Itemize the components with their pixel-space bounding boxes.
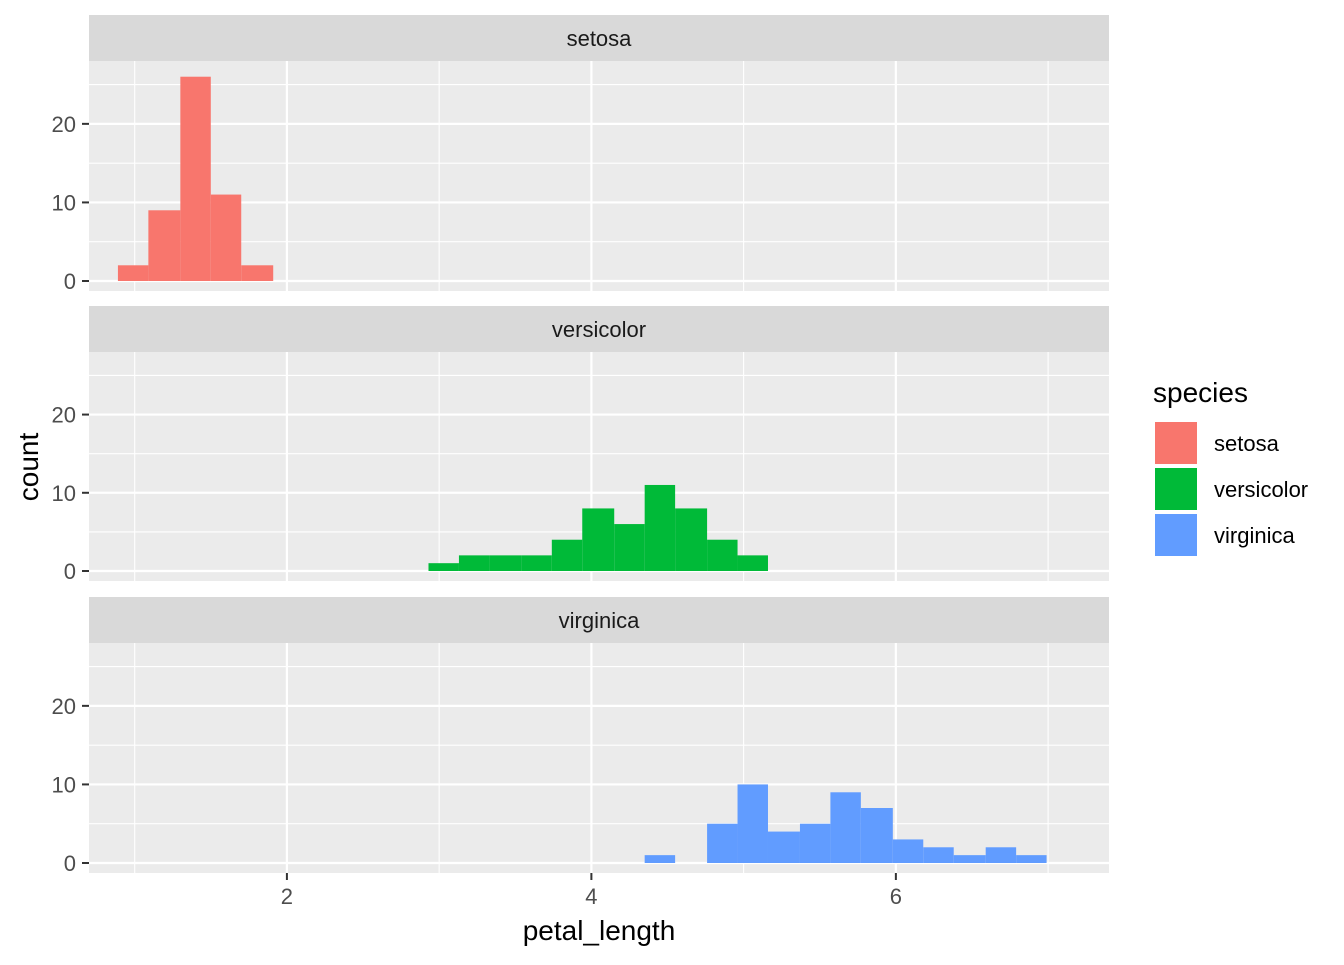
histogram-bar (860, 808, 893, 863)
y-tick-label: 20 (52, 112, 76, 137)
facet-panels: setosa 0 10 20 versicolor 0 10 20 virginica 0 10 20 (52, 15, 1109, 876)
facet-strip-label: setosa (567, 26, 633, 51)
histogram-bar (707, 823, 738, 863)
histogram-bar (644, 484, 676, 571)
histogram-bar (799, 823, 831, 863)
histogram-bar (985, 847, 1017, 863)
y-tick-label: 20 (52, 403, 76, 428)
y-axis-title: count (13, 433, 44, 502)
y-tick-label: 0 (64, 269, 76, 294)
facet-strip (89, 306, 1109, 352)
facet-strip (89, 597, 1109, 643)
y-tick-label: 10 (52, 772, 76, 797)
x-tick-label: 6 (890, 884, 902, 909)
facet-virginica: virginica 0 10 20 (52, 597, 1109, 876)
histogram-bar (614, 524, 645, 571)
histogram-bar (148, 210, 181, 281)
facet-setosa: setosa 0 10 20 (52, 15, 1109, 294)
legend-label: virginica (1214, 523, 1295, 548)
x-axis-title: petal_length (523, 915, 676, 946)
y-tick-label: 20 (52, 694, 76, 719)
legend-key-setosa (1155, 422, 1197, 464)
legend-key-versicolor (1155, 468, 1197, 510)
histogram-bar (644, 855, 676, 863)
histogram-bar (210, 194, 242, 281)
histogram-bar (830, 792, 861, 863)
facet-strip-label: virginica (559, 608, 640, 633)
y-tick-label: 10 (52, 190, 76, 215)
histogram-bar (117, 265, 149, 281)
facet-versicolor: versicolor 0 10 20 (52, 306, 1109, 584)
facet-strip (89, 15, 1109, 61)
histogram-bar (241, 265, 274, 281)
histogram-bar (737, 555, 768, 571)
histogram-bar (551, 539, 583, 571)
histogram-bar (737, 784, 768, 863)
histogram-bar (767, 831, 800, 863)
x-tick-label: 2 (281, 884, 293, 909)
histogram-bar (953, 855, 986, 863)
histogram-bar (489, 555, 522, 571)
legend-label: versicolor (1214, 477, 1308, 502)
y-tick-label: 0 (64, 851, 76, 876)
legend-label: setosa (1214, 431, 1280, 456)
histogram-bar (675, 508, 708, 571)
y-tick-label: 0 (64, 559, 76, 584)
histogram-bar (428, 563, 459, 571)
x-axis: 2 4 6 (281, 873, 902, 909)
histogram-bar (1016, 855, 1047, 863)
histogram-bar (180, 76, 211, 281)
histogram-bar (458, 555, 490, 571)
panel-background (89, 61, 1109, 291)
legend: species setosa versicolor virginica (1153, 377, 1308, 556)
legend-title: species (1153, 377, 1248, 408)
histogram-bar (923, 847, 954, 863)
y-tick-label: 10 (52, 481, 76, 506)
panel-background (89, 643, 1109, 873)
facet-strip-label: versicolor (552, 317, 646, 342)
histogram-bar (707, 539, 738, 571)
histogram-bar (521, 555, 552, 571)
histogram-bar (582, 508, 615, 571)
legend-key-virginica (1155, 514, 1197, 556)
x-tick-label: 4 (585, 884, 597, 909)
histogram-bar (892, 839, 924, 863)
